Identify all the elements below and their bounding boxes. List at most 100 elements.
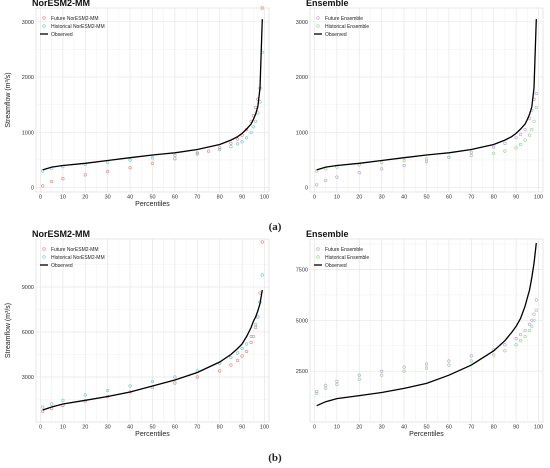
data-point (324, 386, 328, 391)
legend-point-key (42, 255, 46, 259)
legend-label: Historical NorESM2-MM (51, 255, 105, 261)
data-point (424, 157, 429, 161)
y-tick-label: 5000 (296, 318, 308, 324)
data-point (260, 273, 264, 277)
x-tick-label: 100 (260, 425, 269, 431)
caption-a: (a) (269, 221, 282, 233)
data-point (195, 375, 199, 379)
x-tick-label: 70 (468, 425, 474, 431)
y-tick-label: 9000 (22, 285, 34, 291)
data-point (514, 136, 518, 140)
x-tick-label: 30 (105, 195, 111, 201)
data-point (357, 373, 361, 377)
x-tick-label: 50 (149, 425, 155, 431)
y-axis-label: Streamflow (m³/s) (5, 303, 12, 358)
data-point (245, 349, 249, 354)
legend-label: Observed (51, 32, 73, 38)
x-tick-label: 80 (491, 195, 497, 201)
x-tick-label: 50 (149, 195, 155, 201)
x-tick-label: 30 (105, 425, 111, 431)
y-tick-label: 2000 (296, 75, 308, 81)
data-point (173, 381, 177, 385)
x-tick-label: 60 (172, 425, 178, 431)
panel-title: NorESM2-MM (32, 0, 90, 8)
panel-title: Ensemble (306, 229, 349, 239)
data-point (380, 161, 384, 165)
data-point (530, 128, 534, 132)
y-tick-label: 3000 (22, 20, 34, 26)
x-tick-label: 10 (334, 195, 340, 201)
data-point (503, 149, 507, 153)
data-point (315, 391, 319, 396)
data-point (229, 355, 233, 360)
data-point (128, 158, 132, 162)
data-point (514, 146, 518, 150)
data-point (534, 308, 538, 312)
legend-point-key (42, 24, 46, 28)
data-point (61, 177, 65, 181)
data-point (469, 354, 473, 358)
data-point (523, 138, 527, 142)
data-point (532, 318, 536, 322)
data-point (229, 363, 233, 367)
data-point (503, 349, 507, 353)
x-tick-label: 30 (379, 425, 385, 431)
x-tick-label: 90 (513, 195, 519, 201)
caption-b: (b) (268, 452, 282, 464)
data-point (249, 130, 253, 134)
data-point (173, 153, 177, 158)
data-point (503, 343, 507, 347)
data-point (260, 6, 264, 10)
data-point (218, 147, 222, 152)
data-point (218, 146, 222, 150)
x-tick-label: 50 (423, 425, 429, 431)
data-point (251, 334, 255, 339)
x-tick-label: 60 (446, 195, 452, 201)
y-tick-label: 7500 (296, 268, 308, 274)
data-point (518, 132, 523, 137)
legend-label: Historical NorESM2-MM (51, 24, 105, 30)
x-tick-label: 80 (491, 425, 497, 431)
data-point (256, 315, 260, 319)
x-tick-label: 70 (194, 195, 200, 201)
data-point (195, 152, 199, 156)
data-point (534, 91, 538, 96)
data-point (240, 354, 244, 358)
data-point (173, 375, 177, 379)
observed-line (316, 19, 537, 171)
legend-point-key (316, 247, 320, 251)
x-tick-label: 40 (401, 425, 407, 431)
data-point (260, 240, 264, 244)
data-point (402, 158, 406, 163)
data-point (530, 324, 534, 329)
data-point (41, 405, 45, 409)
legend-label: Observed (325, 32, 347, 38)
data-point (402, 365, 406, 369)
legend-point-key (316, 255, 320, 259)
data-point (128, 384, 132, 388)
legend-label: Future NorESM2-MM (51, 16, 99, 22)
data-point (492, 353, 496, 357)
data-point (128, 166, 132, 170)
data-point (514, 337, 518, 341)
x-tick-label: 30 (379, 195, 385, 201)
data-point (527, 322, 532, 327)
data-point (324, 178, 328, 182)
data-point (380, 369, 384, 373)
data-point (380, 373, 384, 377)
data-point (150, 379, 155, 384)
data-point (236, 137, 240, 141)
data-point (402, 369, 406, 373)
data-point (195, 151, 199, 155)
series-future-ensemble (315, 91, 538, 187)
chart-panel-b-noresm2-mm: 0 10 20 30 40 50 60 70 80 90 100 3000 6000 9000 NorESM… (5, 229, 270, 438)
data-point (254, 105, 258, 110)
data-point (150, 161, 155, 165)
data-point (173, 157, 177, 161)
data-point (150, 156, 155, 160)
data-point (523, 335, 527, 339)
legend-label: Historical Ensemble (325, 24, 369, 30)
data-point (206, 149, 211, 153)
data-point (492, 145, 496, 149)
x-tick-label: 40 (127, 195, 133, 201)
